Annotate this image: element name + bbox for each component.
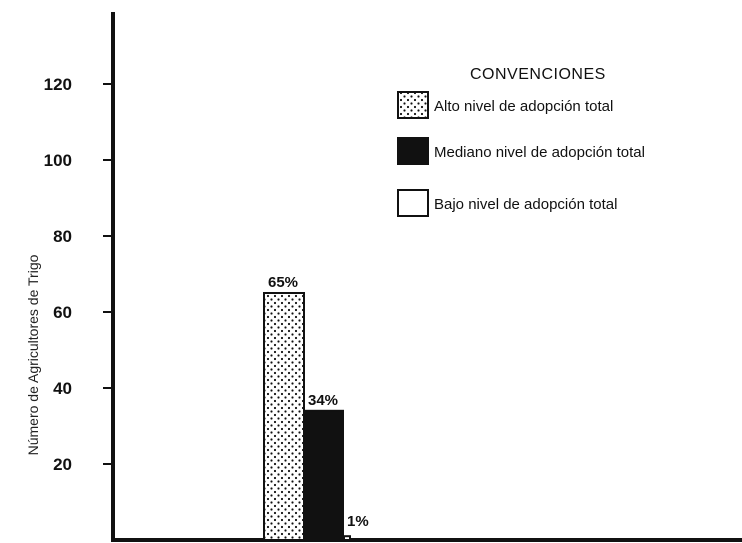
data-label-bajo: 1%: [347, 513, 369, 530]
bar-bajo: [343, 535, 351, 542]
y-tick-label: 60: [53, 303, 72, 322]
legend-label-mediano: Mediano nivel de adopción total: [434, 144, 645, 161]
legend-swatch-alto: [397, 91, 429, 119]
y-tick-label: 80: [53, 227, 72, 246]
legend-swatch-mediano: [397, 137, 429, 165]
y-tick-label: 20: [53, 455, 72, 474]
bar-mediano: [304, 409, 344, 541]
legend-title: CONVENCIONES: [470, 66, 606, 83]
legend-label-alto: Alto nivel de adopción total: [434, 98, 613, 115]
y-axis-label: Número de Agricultores de Trigo: [25, 254, 41, 455]
y-tick-label: 40: [53, 379, 72, 398]
y-tick-label: 120: [44, 75, 72, 94]
legend-swatch-bajo: [397, 189, 429, 217]
bars-group: 65% 34% 1%: [263, 274, 369, 542]
legend: CONVENCIONES Alto nivel de adopción tota…: [397, 66, 645, 217]
data-label-mediano: 34%: [308, 392, 338, 409]
y-tick-label: 100: [44, 151, 72, 170]
data-label-alto: 65%: [268, 274, 298, 291]
bar-alto: [263, 292, 305, 541]
y-axis-ticks: 20 40 60 80 100 120: [44, 75, 113, 474]
legend-label-bajo: Bajo nivel de adopción total: [434, 196, 617, 213]
